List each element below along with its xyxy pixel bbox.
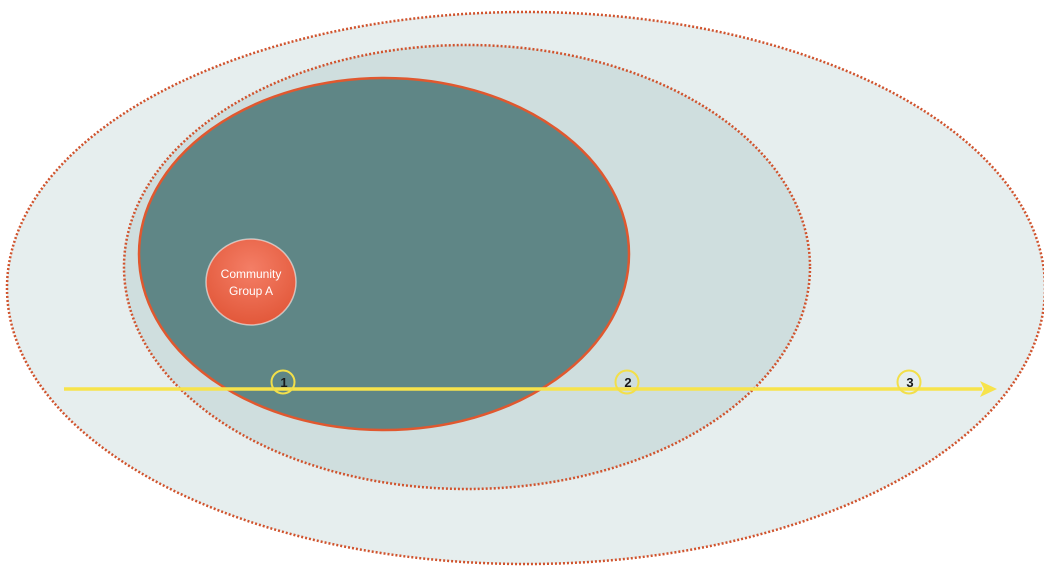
- community-group-a: Community Group A: [205, 238, 297, 326]
- marker-label: 3: [906, 375, 913, 390]
- marker-3: 3: [896, 369, 922, 395]
- community-group-bubble: [205, 238, 297, 326]
- progression-arrow: [64, 381, 997, 397]
- core-ring: [137, 76, 631, 432]
- marker-circle: [896, 369, 922, 395]
- marker-label: 2: [624, 375, 631, 390]
- marker-2: 2: [614, 369, 640, 395]
- community-group-label-line1: Community: [221, 267, 282, 281]
- community-group-label-line2: Group A: [229, 284, 273, 298]
- marker-label: 1: [280, 375, 287, 390]
- marker-circle: [614, 369, 640, 395]
- marker-1: 1: [270, 369, 296, 395]
- marker-circle: [270, 369, 296, 395]
- arrow-right-icon: [980, 381, 997, 397]
